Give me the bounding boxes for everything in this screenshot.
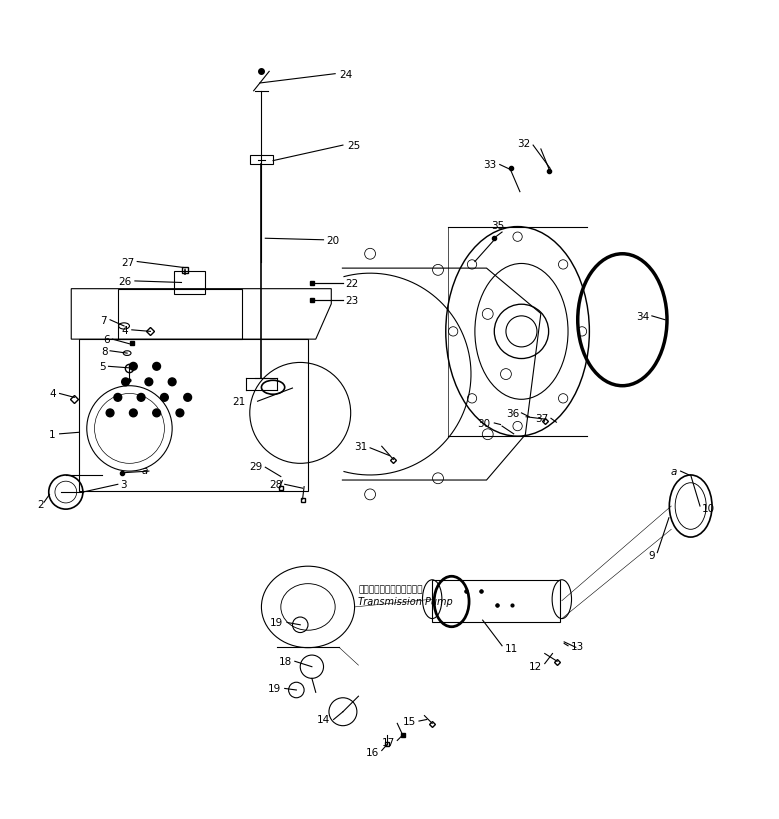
Text: 11: 11 (504, 643, 517, 654)
Text: 12: 12 (529, 661, 542, 671)
Text: 9: 9 (648, 550, 655, 560)
Circle shape (129, 363, 137, 371)
Text: 29: 29 (249, 462, 263, 472)
Text: 7: 7 (100, 315, 107, 325)
Text: a: a (142, 465, 148, 475)
Text: 31: 31 (354, 441, 368, 452)
Text: 28: 28 (269, 480, 282, 490)
Circle shape (129, 410, 137, 417)
Circle shape (114, 394, 122, 402)
Text: 6: 6 (104, 335, 110, 345)
Circle shape (153, 410, 160, 417)
Text: 35: 35 (492, 221, 505, 231)
Circle shape (176, 410, 184, 417)
Text: 2: 2 (37, 500, 44, 510)
Text: 14: 14 (316, 715, 330, 725)
Text: 5: 5 (99, 362, 105, 372)
Text: 17: 17 (382, 737, 395, 747)
Text: 4: 4 (122, 325, 128, 336)
Text: 16: 16 (366, 747, 379, 758)
Text: 15: 15 (403, 716, 416, 726)
Text: 30: 30 (478, 419, 491, 428)
Text: 3: 3 (120, 480, 127, 490)
Bar (432, 580, 560, 622)
Bar (250, 156, 273, 165)
Text: 1: 1 (49, 429, 56, 439)
Circle shape (122, 378, 129, 387)
Text: 10: 10 (702, 503, 714, 513)
Text: 27: 27 (122, 257, 135, 267)
Text: 13: 13 (570, 641, 583, 651)
Text: 4: 4 (49, 389, 56, 399)
Circle shape (160, 394, 168, 402)
Text: 8: 8 (101, 346, 108, 356)
Text: 34: 34 (636, 311, 650, 322)
Circle shape (168, 378, 176, 387)
Text: 25: 25 (347, 141, 360, 151)
Text: 24: 24 (339, 70, 352, 79)
Text: 26: 26 (118, 277, 132, 287)
Text: 22: 22 (345, 279, 358, 289)
Text: 19: 19 (270, 618, 283, 627)
Text: トランスミッションポンプ: トランスミッションポンプ (358, 585, 423, 594)
Circle shape (106, 410, 114, 417)
Text: 32: 32 (517, 138, 530, 148)
Text: 20: 20 (326, 236, 339, 246)
Circle shape (153, 363, 160, 371)
Circle shape (184, 394, 192, 402)
Text: 37: 37 (535, 413, 548, 423)
Text: 36: 36 (506, 409, 519, 419)
Circle shape (145, 378, 153, 387)
Text: 18: 18 (278, 657, 291, 667)
Text: a: a (670, 467, 677, 477)
Text: 23: 23 (345, 296, 358, 306)
Text: 33: 33 (483, 161, 497, 170)
Text: 21: 21 (233, 396, 246, 407)
Circle shape (137, 394, 145, 402)
Text: 19: 19 (267, 684, 280, 694)
Text: Transmission Pump: Transmission Pump (358, 596, 453, 606)
